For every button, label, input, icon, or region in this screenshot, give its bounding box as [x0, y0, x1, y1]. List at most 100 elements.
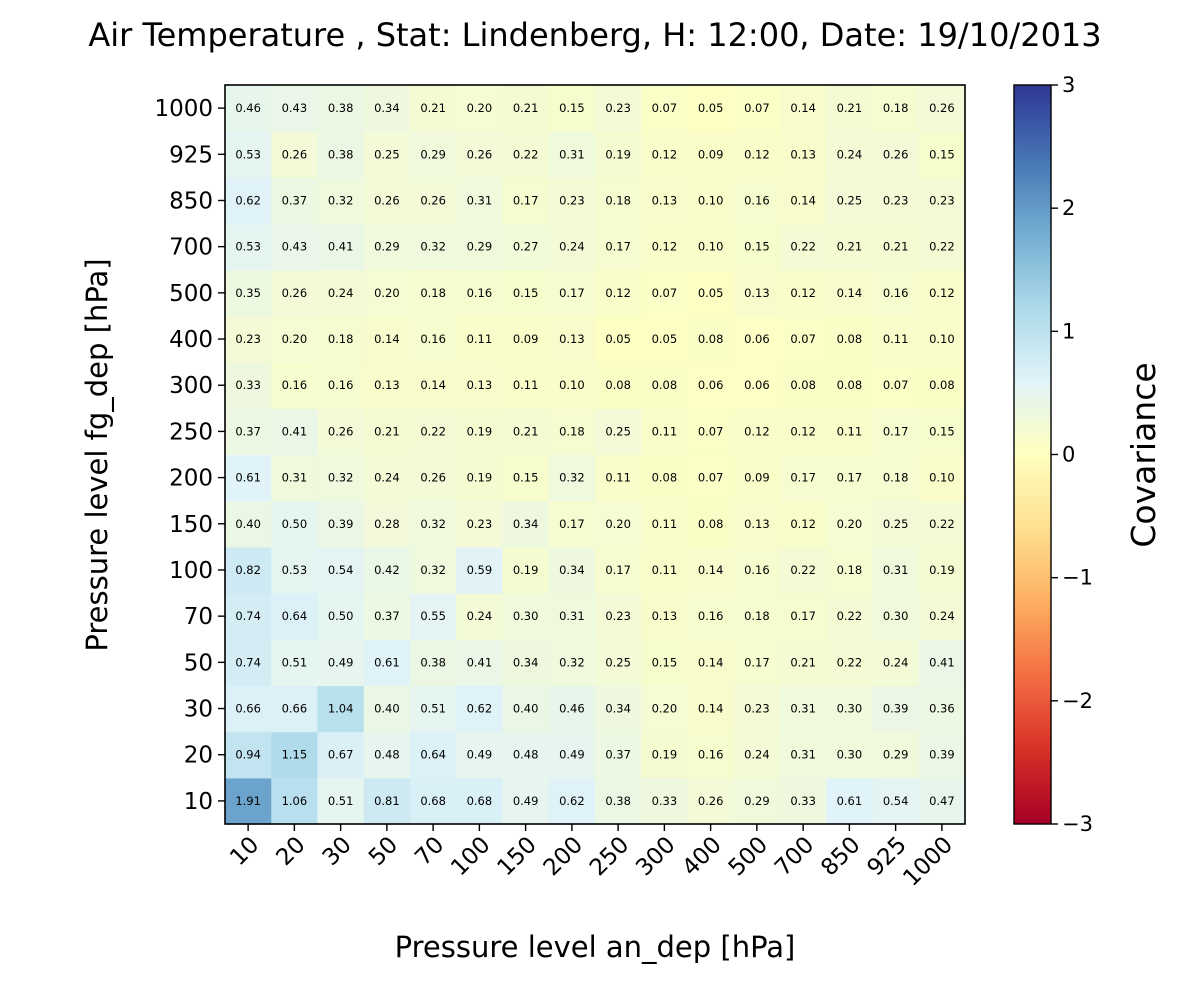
y-tick-label: 70 [184, 604, 213, 630]
heatmap-cell [456, 408, 504, 456]
heatmap-cell [687, 131, 735, 178]
heatmap-cell [595, 593, 642, 640]
heatmap-cell-label: 0.24 [328, 286, 354, 300]
heatmap-cell [410, 315, 457, 363]
heatmap-cell [733, 85, 781, 132]
heatmap-cell [456, 731, 504, 779]
heatmap-cell [872, 685, 920, 733]
colorbar-label: Covariance [1124, 362, 1163, 547]
heatmap-cell [410, 777, 457, 825]
heatmap-cell-label: 0.06 [698, 378, 724, 392]
heatmap-cell-label: 0.24 [374, 471, 400, 485]
heatmap-cell [317, 177, 365, 225]
heatmap-cell [410, 362, 457, 409]
heatmap-cell [687, 454, 735, 502]
heatmap-cell [641, 685, 689, 733]
heatmap-cell [363, 639, 411, 687]
heatmap-cell [733, 500, 781, 548]
heatmap-cell [733, 223, 781, 271]
y-tick-label: 150 [169, 512, 213, 538]
heatmap-cell [456, 177, 504, 225]
heatmap-cell [641, 408, 689, 456]
heatmap-cell [826, 408, 874, 456]
heatmap-cell [595, 315, 642, 363]
heatmap-cell-label: 0.32 [420, 563, 446, 577]
heatmap-cell-label: 0.20 [652, 702, 678, 716]
heatmap-cell [687, 269, 735, 317]
heatmap-cell-label: 0.19 [929, 563, 955, 577]
x-tick-label: 300 [631, 832, 680, 881]
heatmap-cell [733, 777, 781, 825]
heatmap-cell [271, 362, 319, 409]
heatmap-cell [826, 685, 874, 733]
heatmap-cell-label: 0.19 [513, 563, 539, 577]
heatmap-cell-label: 0.30 [837, 702, 863, 716]
heatmap-cell-label: 1.06 [282, 794, 308, 808]
heatmap-cell [410, 177, 457, 225]
heatmap-cell [918, 315, 966, 363]
heatmap-cell [826, 177, 874, 225]
heatmap-cell [872, 546, 920, 594]
heatmap-cell-label: 0.09 [513, 332, 539, 346]
heatmap-cell [780, 777, 827, 825]
heatmap-cell-label: 0.81 [374, 794, 400, 808]
heatmap-cell [317, 408, 365, 456]
heatmap-cell-label: 0.31 [559, 609, 585, 623]
heatmap-cell [548, 362, 596, 409]
heatmap-cell-label: 0.22 [420, 424, 446, 438]
heatmap-cell-label: 0.06 [744, 332, 770, 346]
heatmap-cell-label: 0.15 [652, 655, 678, 669]
heatmap-cell [733, 639, 781, 687]
heatmap-cell [595, 131, 642, 178]
heatmap-cell [271, 500, 319, 548]
heatmap-cell [456, 777, 504, 825]
x-tick-label: 150 [492, 832, 541, 881]
heatmap-cell [918, 685, 966, 733]
heatmap-cell-label: 0.49 [559, 748, 585, 762]
heatmap-cell [363, 85, 411, 132]
heatmap-cell [456, 593, 504, 640]
heatmap-cell-label: 0.59 [467, 563, 493, 577]
heatmap-cell [548, 177, 596, 225]
heatmap-cell [595, 546, 642, 594]
heatmap-cell [502, 177, 550, 225]
heatmap-cell-label: 0.11 [652, 563, 678, 577]
heatmap-cell-label: 0.50 [282, 517, 308, 531]
heatmap-cell-label: 0.40 [374, 702, 400, 716]
heatmap-cell-label: 0.53 [235, 240, 261, 254]
heatmap-cell-label: 0.30 [837, 748, 863, 762]
heatmap-cell [502, 362, 550, 409]
x-tick-label: 500 [724, 832, 773, 881]
heatmap-cell-label: 0.32 [328, 471, 354, 485]
heatmap-cell-label: 0.16 [883, 286, 909, 300]
heatmap-cell-label: 0.62 [467, 702, 493, 716]
heatmap-cell [687, 408, 735, 456]
heatmap-cell [733, 685, 781, 733]
heatmap-cell [687, 685, 735, 733]
x-tick-label: 200 [539, 832, 588, 881]
heatmap-cell-label: 0.07 [883, 378, 909, 392]
heatmap-cell [317, 362, 365, 409]
heatmap-cell-label: 0.20 [467, 101, 493, 115]
heatmap-cell-label: 0.21 [790, 655, 816, 669]
heatmap-cell [780, 593, 827, 640]
heatmap-cell [733, 593, 781, 640]
heatmap-cell-label: 0.38 [328, 101, 354, 115]
heatmap-cell [225, 408, 272, 456]
heatmap-cell-label: 0.07 [698, 471, 724, 485]
heatmap-cell-label: 0.13 [374, 378, 400, 392]
heatmap-cell [687, 546, 735, 594]
colorbar [1013, 84, 1052, 825]
heatmap-cell-label: 0.51 [328, 794, 354, 808]
heatmap-cell [595, 731, 642, 779]
heatmap-cell-label: 0.61 [837, 794, 863, 808]
heatmap-cell [271, 177, 319, 225]
heatmap-cell-label: 0.38 [420, 655, 446, 669]
heatmap-cell-label: 0.05 [652, 332, 678, 346]
heatmap-cell [641, 177, 689, 225]
heatmap-cell [918, 454, 966, 502]
heatmap-cell-label: 0.17 [513, 193, 539, 207]
heatmap-cell-label: 0.12 [790, 424, 816, 438]
heatmap-cell-label: 0.21 [513, 101, 539, 115]
heatmap-cell-label: 0.32 [420, 517, 446, 531]
